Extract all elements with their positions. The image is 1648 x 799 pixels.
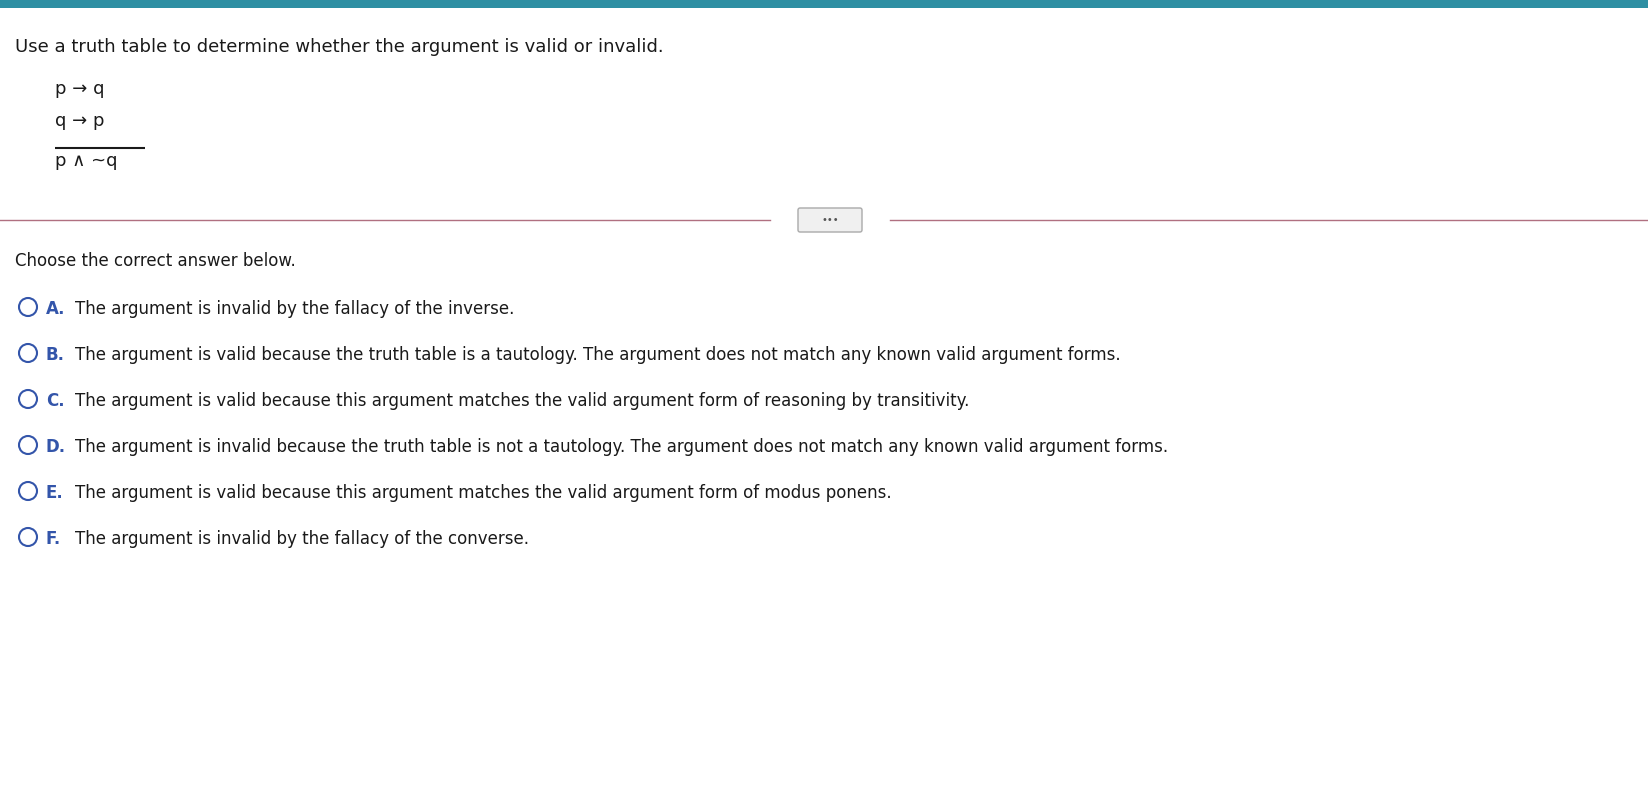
- Ellipse shape: [20, 436, 36, 454]
- Ellipse shape: [20, 344, 36, 362]
- FancyBboxPatch shape: [798, 208, 862, 232]
- Text: Choose the correct answer below.: Choose the correct answer below.: [15, 252, 295, 270]
- Text: The argument is valid because the truth table is a tautology. The argument does : The argument is valid because the truth …: [74, 346, 1121, 364]
- Text: C.: C.: [46, 392, 64, 410]
- Text: p → q: p → q: [54, 80, 104, 98]
- Text: B.: B.: [46, 346, 64, 364]
- Ellipse shape: [20, 482, 36, 500]
- Ellipse shape: [20, 390, 36, 408]
- Text: Use a truth table to determine whether the argument is valid or invalid.: Use a truth table to determine whether t…: [15, 38, 662, 56]
- Text: The argument is invalid by the fallacy of the converse.: The argument is invalid by the fallacy o…: [74, 530, 529, 548]
- Ellipse shape: [20, 528, 36, 546]
- Text: The argument is valid because this argument matches the valid argument form of m: The argument is valid because this argum…: [74, 484, 892, 502]
- Text: E.: E.: [46, 484, 64, 502]
- Text: F.: F.: [46, 530, 61, 548]
- Text: The argument is valid because this argument matches the valid argument form of r: The argument is valid because this argum…: [74, 392, 969, 410]
- Text: A.: A.: [46, 300, 66, 318]
- Bar: [0, 0, 1648, 8]
- Text: •••: •••: [821, 215, 839, 225]
- Text: The argument is invalid because the truth table is not a tautology. The argument: The argument is invalid because the trut…: [74, 438, 1167, 456]
- Text: D.: D.: [46, 438, 66, 456]
- Text: q → p: q → p: [54, 112, 104, 130]
- Text: The argument is invalid by the fallacy of the inverse.: The argument is invalid by the fallacy o…: [74, 300, 514, 318]
- Ellipse shape: [20, 298, 36, 316]
- Text: p ∧ ~q: p ∧ ~q: [54, 152, 117, 170]
